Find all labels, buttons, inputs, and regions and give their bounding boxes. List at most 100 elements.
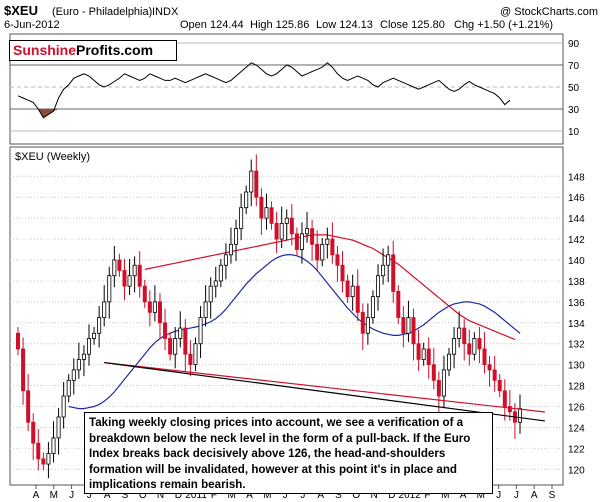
x-tick-label: M [50, 490, 58, 501]
x-tick-label: J [514, 490, 519, 501]
candle-body [284, 217, 289, 224]
candle-body [269, 207, 274, 224]
candle-body [228, 243, 233, 256]
candle-body [41, 458, 46, 465]
x-tick-label: A [531, 490, 538, 501]
candle-body [254, 170, 259, 198]
candle-body [406, 317, 411, 334]
rsi-tick-label: 30 [568, 105, 580, 116]
price-tick-label: 142 [568, 235, 585, 246]
candle-body [305, 228, 310, 235]
candle-body [168, 338, 173, 355]
rsi-tick-label: 90 [568, 39, 580, 50]
x-tick-label: J [283, 490, 288, 501]
candle-body [467, 343, 472, 355]
candle-body [492, 369, 497, 381]
candle-body [310, 228, 315, 245]
candle-body [51, 437, 56, 455]
candle-body [335, 254, 340, 266]
x-tick-label: J [87, 490, 92, 501]
moving-averages [68, 234, 521, 410]
candle-body [122, 270, 127, 287]
candle-body [411, 317, 416, 345]
candle-body [315, 243, 320, 261]
candle-body [36, 442, 41, 460]
candle-body [436, 379, 441, 397]
logo-word-sunshine: Sunshine [13, 42, 77, 58]
candle-body [507, 406, 512, 413]
candle-body [66, 379, 71, 397]
candle-body [163, 322, 168, 339]
change-value: Chg +1.50 (+1.21%) [454, 19, 553, 31]
x-tick-label: A [33, 490, 40, 501]
candle-body [477, 338, 482, 350]
price-tick-label: 146 [568, 193, 585, 204]
candle-body [320, 243, 325, 261]
candle-body [46, 453, 51, 465]
candle-body [518, 408, 523, 423]
x-tick-label: M [263, 490, 271, 501]
price-panel-label: $XEU (Weekly) [15, 151, 90, 163]
candle-body [345, 280, 350, 298]
candle-body [330, 238, 335, 256]
candle-body [86, 338, 91, 355]
candle-body [487, 364, 492, 371]
candle-body [203, 301, 208, 318]
candle-body [112, 259, 117, 277]
candle-body [132, 264, 137, 277]
candle-body [127, 275, 132, 287]
candle-body [457, 327, 462, 339]
x-tick-label: A [246, 490, 253, 501]
price-tick-label: 122 [568, 444, 585, 455]
candle-body [441, 369, 446, 397]
candle-body [462, 327, 467, 345]
candle-body [355, 285, 360, 313]
x-tick-label: O [352, 490, 360, 501]
logo-word-profits: Profits.com [76, 42, 154, 58]
candle-body [213, 280, 218, 287]
high-value: High 125.86 [250, 19, 309, 31]
candle-body [376, 275, 381, 298]
date: 6-Jun-2012 [4, 19, 60, 31]
candle-body [102, 301, 107, 318]
candle-body [502, 390, 507, 407]
candle-body [381, 264, 386, 277]
ma-short-line [68, 254, 521, 410]
candle-body [294, 233, 299, 250]
candle-body [264, 207, 269, 219]
candle-body [31, 421, 36, 444]
x-tick-label: M [441, 490, 449, 501]
candle-body [497, 379, 502, 392]
commentary-note: Taking weekly closing prices into accoun… [84, 412, 493, 494]
price-tick-label: 124 [568, 423, 585, 434]
candle-body [107, 275, 112, 303]
price-ticks: 148 146 144 142 140 138 136 134 132 130 128 126 124 1… [568, 172, 585, 476]
candle-body [350, 285, 355, 298]
candle-body [198, 317, 203, 345]
rsi-tick-label: 50 [568, 83, 580, 94]
candle-body [289, 217, 294, 235]
candle-body [183, 327, 188, 355]
symbol: $XEU [4, 3, 38, 18]
candle-body [97, 317, 102, 334]
x-tick-label: J [69, 490, 74, 501]
candle-body [447, 353, 452, 371]
candle-body [157, 301, 162, 324]
low-value: Low 124.13 [316, 19, 373, 31]
candle-body [21, 348, 26, 392]
x-tick-label: F [211, 490, 217, 501]
price-tick-label: 128 [568, 382, 585, 393]
candle-body [386, 254, 391, 266]
candle-body [234, 228, 239, 245]
rsi-ticks: 90 70 50 30 10 [568, 39, 580, 138]
candle-body [76, 359, 81, 371]
candle-body [365, 317, 370, 334]
candle-body [142, 285, 147, 303]
price-tick-label: 144 [568, 214, 585, 225]
rsi-line [17, 62, 511, 119]
candle-body [274, 222, 279, 240]
candle-body [325, 238, 330, 245]
price-tick-label: 134 [568, 319, 585, 330]
candle-body [431, 364, 436, 381]
price-tick-label: 140 [568, 256, 585, 267]
